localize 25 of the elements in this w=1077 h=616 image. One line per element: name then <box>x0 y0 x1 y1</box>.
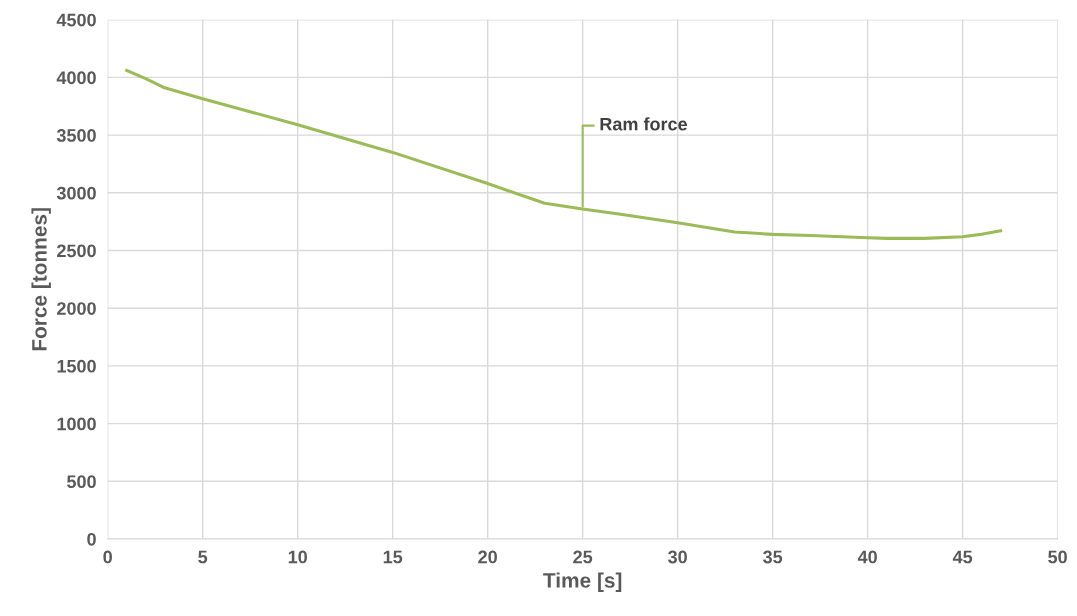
y-tick-label: 1000 <box>57 417 96 431</box>
x-tick-label: 40 <box>857 550 877 564</box>
y-axis-title: Force [tonnes] <box>31 208 51 351</box>
y-tick-label: 1500 <box>57 359 96 373</box>
y-tick-label: 3500 <box>56 129 96 142</box>
x-tick-label: 45 <box>952 550 973 564</box>
x-tick-label: 30 <box>668 550 687 564</box>
x-tick-label: 5 <box>198 550 208 564</box>
x-tick-label: 10 <box>288 550 307 564</box>
x-tick-label: 50 <box>1048 550 1067 564</box>
annotation: Ram force <box>600 117 688 131</box>
y-tick-label: 4500 <box>56 13 96 27</box>
x-tick-label: 15 <box>383 550 403 564</box>
y-tick-label: 500 <box>67 475 96 489</box>
y-tick-label: 2000 <box>57 302 96 315</box>
x-tick-label: 20 <box>478 550 497 564</box>
x-tick-label: 35 <box>763 550 783 564</box>
x-tick-label: 25 <box>573 550 593 564</box>
line-series <box>125 68 1003 240</box>
y-tick-label: 4000 <box>56 71 96 85</box>
y-tick-label: 3000 <box>56 186 96 200</box>
y-tick-label: 0 <box>87 532 96 546</box>
x-axis-title: Time [s] <box>543 572 622 592</box>
y-tick-label: 2500 <box>57 244 96 258</box>
x-tick-label: 0 <box>103 550 112 564</box>
